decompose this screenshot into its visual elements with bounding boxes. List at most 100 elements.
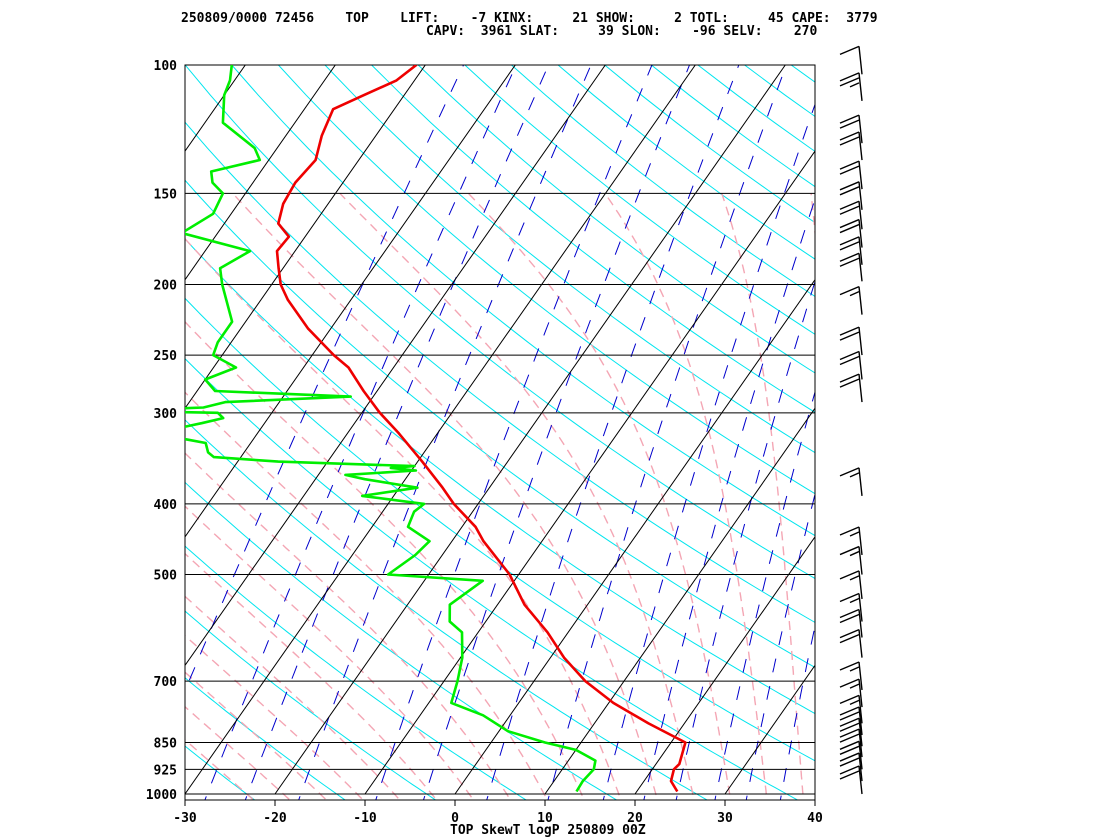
- wind-barb: [839, 661, 863, 691]
- temperature-tick-label: -10: [353, 811, 377, 826]
- dry-adiabat-line: [370, 65, 815, 413]
- pressure-tick-label: 250: [154, 349, 178, 364]
- moist-adiabat-line: [185, 452, 512, 800]
- wind-barb: [839, 350, 863, 380]
- dry-adiabat-line: [185, 481, 618, 800]
- temperature-tick-label: 20: [627, 811, 643, 826]
- dry-adiabat-line: [417, 65, 815, 374]
- isotherm-line: [544, 407, 815, 795]
- isotherm-line: [0, 65, 155, 794]
- mixing-ratio-line: [204, 65, 517, 800]
- temperature-trace: [275, 65, 687, 793]
- dry-adiabat-line: [185, 419, 709, 800]
- dry-adiabat-line: [231, 65, 815, 537]
- moist-adiabat-line: [185, 634, 364, 800]
- moist-adiabats: [185, 192, 815, 800]
- pressure-tick-label: 400: [154, 498, 178, 513]
- dry-adiabat-line: [277, 65, 815, 495]
- moist-adiabat-line: [185, 505, 475, 800]
- pressure-tick-labels: 100 150 200 250 300 400 500 700 850 925 1000: [146, 59, 177, 803]
- pressure-tick-label: 1000: [146, 788, 177, 803]
- wind-barb: [839, 467, 863, 496]
- isotherm-line: [364, 150, 815, 795]
- mixing-ratio-line: [779, 624, 815, 800]
- moist-adiabat-line: [232, 192, 659, 800]
- pressure-tick-label: 925: [154, 763, 177, 778]
- dry-adiabat-line: [0, 0, 176, 809]
- wind-barb: [839, 200, 863, 230]
- wind-barb: [839, 45, 863, 75]
- mixing-ratio-lines: [185, 65, 815, 800]
- dry-adiabat-line: [185, 677, 346, 800]
- header-line-1: 250809/0000 72456 TOP LIFT: -7 KINX: 21 …: [181, 11, 878, 26]
- wind-barb: [839, 545, 863, 575]
- dry-adiabat-line: [787, 0, 1120, 809]
- moist-adiabat-line: [185, 738, 255, 800]
- mixing-ratio-line: [486, 65, 740, 800]
- mixing-ratio-line: [298, 65, 592, 800]
- wind-barbs: [839, 45, 863, 795]
- dry-adiabat-line: [185, 357, 799, 800]
- plot-frame: [184, 64, 816, 801]
- pressure-tick-label: 200: [154, 278, 178, 293]
- wind-barb: [839, 72, 863, 101]
- isotherm-line: [185, 65, 696, 795]
- temperature-tick-label: -30: [173, 811, 197, 826]
- dry-adiabat-line: [0, 0, 85, 809]
- wind-barb: [839, 592, 863, 622]
- moist-adiabat-line: [185, 320, 585, 800]
- wind-barb: [839, 706, 863, 736]
- header-line-2: CAPV: 3961 SLAT: 39 SLON: -96 SELV: 270: [426, 24, 818, 39]
- isotherm-line: [0, 65, 65, 794]
- moist-adiabat-line: [339, 192, 695, 800]
- dry-adiabat-line: [185, 121, 815, 624]
- mixing-ratio-line: [185, 65, 464, 692]
- moist-adiabat-line: [185, 705, 291, 800]
- moist-adiabat-line: [185, 595, 401, 800]
- wind-barb: [839, 373, 863, 403]
- pressure-tick-label: 500: [154, 569, 178, 584]
- moist-adiabat-line: [185, 391, 549, 800]
- mixing-ratio-line: [244, 65, 549, 800]
- pressure-tick-label: 850: [154, 737, 178, 752]
- mixing-ratio-line: [814, 797, 815, 800]
- pressure-tick-label: 100: [154, 59, 178, 74]
- mixing-ratio-line: [745, 492, 815, 800]
- isotherm-line: [724, 664, 815, 795]
- isotherm-line: [185, 65, 516, 538]
- wind-barb: [839, 740, 863, 770]
- mixing-ratio-line: [602, 103, 815, 800]
- dry-adiabat-line: [510, 65, 815, 298]
- pressure-tick-label: 300: [154, 407, 178, 422]
- wind-barb: [839, 752, 863, 782]
- wind-barb: [839, 765, 863, 795]
- temperature-tick-label: 10: [537, 811, 553, 826]
- temperature-tick-label: -20: [263, 811, 287, 826]
- moist-adiabat-line: [604, 193, 768, 800]
- mixing-ratio-line: [375, 65, 653, 800]
- isotherm-line: [185, 65, 246, 153]
- dry-adiabat-line: [185, 179, 815, 669]
- dry-adiabat-line: [185, 297, 815, 762]
- mixing-ratio-line: [675, 279, 815, 800]
- wind-barb: [839, 628, 863, 658]
- mixing-ratio-line: [547, 65, 787, 800]
- wind-barb: [839, 570, 863, 599]
- dry-adiabat-line: [464, 65, 815, 335]
- isotherm-line: [185, 65, 606, 667]
- wind-barb: [839, 236, 863, 265]
- isotherms: [0, 65, 815, 795]
- moist-adiabat-line: [185, 552, 438, 800]
- wind-barb: [839, 252, 863, 282]
- isotherm-line: [274, 65, 786, 795]
- wind-barb: [839, 326, 863, 356]
- sounding-traces: [185, 65, 687, 793]
- plot-border: [184, 64, 816, 801]
- temperature-tick-label: 40: [807, 811, 823, 826]
- wind-barb: [839, 694, 863, 724]
- dry-adiabat-line: [185, 545, 528, 800]
- isotherm-line: [185, 65, 426, 410]
- dry-adiabat-line: [185, 610, 437, 800]
- dry-adiabat-line: [185, 745, 256, 800]
